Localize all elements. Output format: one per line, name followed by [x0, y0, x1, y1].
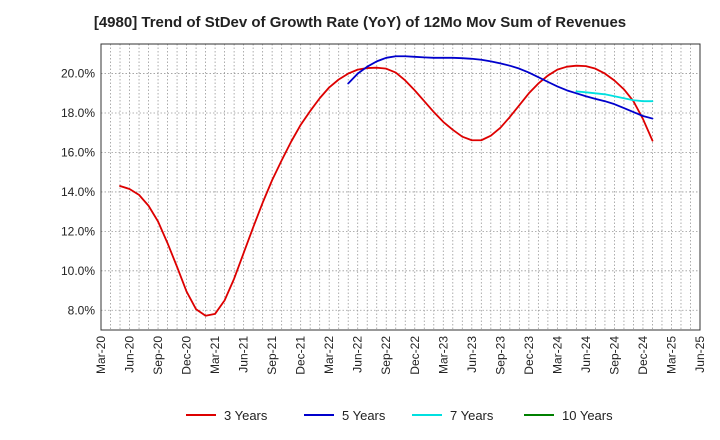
- series-line-7-years: [575, 90, 654, 103]
- plot-frame: [100, 43, 701, 331]
- x-tick-label: Jun-21: [237, 336, 251, 373]
- x-tick-label: Sep-22: [379, 336, 393, 375]
- y-tick-label: 12.0%: [61, 224, 95, 238]
- legend-label: 7 Years: [450, 408, 494, 423]
- plot-area: [101, 44, 700, 330]
- x-tick-label: Sep-21: [265, 336, 279, 375]
- y-axis: 8.0% 10.0% 12.0% 14.0% 16.0% 18.0% 20.0%: [61, 67, 95, 318]
- x-tick-label: Mar-24: [550, 336, 564, 374]
- gridlines: [101, 44, 700, 330]
- x-tick-label: Dec-23: [522, 336, 536, 375]
- x-tick-label: Mar-23: [436, 336, 450, 374]
- y-tick-label: 20.0%: [61, 67, 95, 81]
- x-tick-label: Jun-24: [579, 336, 593, 373]
- x-tick-label: Dec-24: [636, 336, 650, 375]
- chart-title: [4980] Trend of StDev of Growth Rate (Yo…: [93, 14, 627, 31]
- x-tick-label: Dec-21: [294, 336, 308, 375]
- x-tick-label: Mar-22: [322, 336, 336, 374]
- series-line-3-years: [119, 64, 654, 317]
- y-tick-label: 8.0%: [68, 303, 96, 317]
- x-tick-label: Dec-20: [180, 336, 194, 375]
- y-tick-label: 14.0%: [61, 185, 95, 199]
- legend-label: 10 Years: [562, 408, 613, 423]
- x-tick-label: Mar-21: [208, 336, 222, 374]
- x-tick-label: Jun-20: [123, 336, 137, 373]
- x-axis: Mar-20 Jun-20 Sep-20 Dec-20 Mar-21 Jun-21 Sep-…: [94, 336, 707, 375]
- series-line-5-years: [347, 55, 654, 120]
- x-tick-label: Jun-23: [465, 336, 479, 373]
- x-tick-label: Sep-24: [607, 336, 621, 375]
- y-tick-label: 10.0%: [61, 264, 95, 278]
- legend: 3 Years 5 Years 7 Years 10 Years: [186, 408, 613, 423]
- x-tick-label: Dec-22: [408, 336, 422, 375]
- y-tick-label: 16.0%: [61, 145, 95, 159]
- x-tick-label: Jun-25: [693, 336, 707, 373]
- x-tick-label: Mar-20: [94, 336, 108, 374]
- x-tick-label: Jun-22: [351, 336, 365, 373]
- series-layer: [119, 55, 654, 317]
- legend-label: 5 Years: [342, 408, 386, 423]
- x-tick-label: Sep-23: [493, 336, 507, 375]
- legend-label: 3 Years: [224, 408, 268, 423]
- x-tick-label: Sep-20: [151, 336, 165, 375]
- y-tick-label: 18.0%: [61, 106, 95, 120]
- x-tick-label: Mar-25: [664, 336, 678, 374]
